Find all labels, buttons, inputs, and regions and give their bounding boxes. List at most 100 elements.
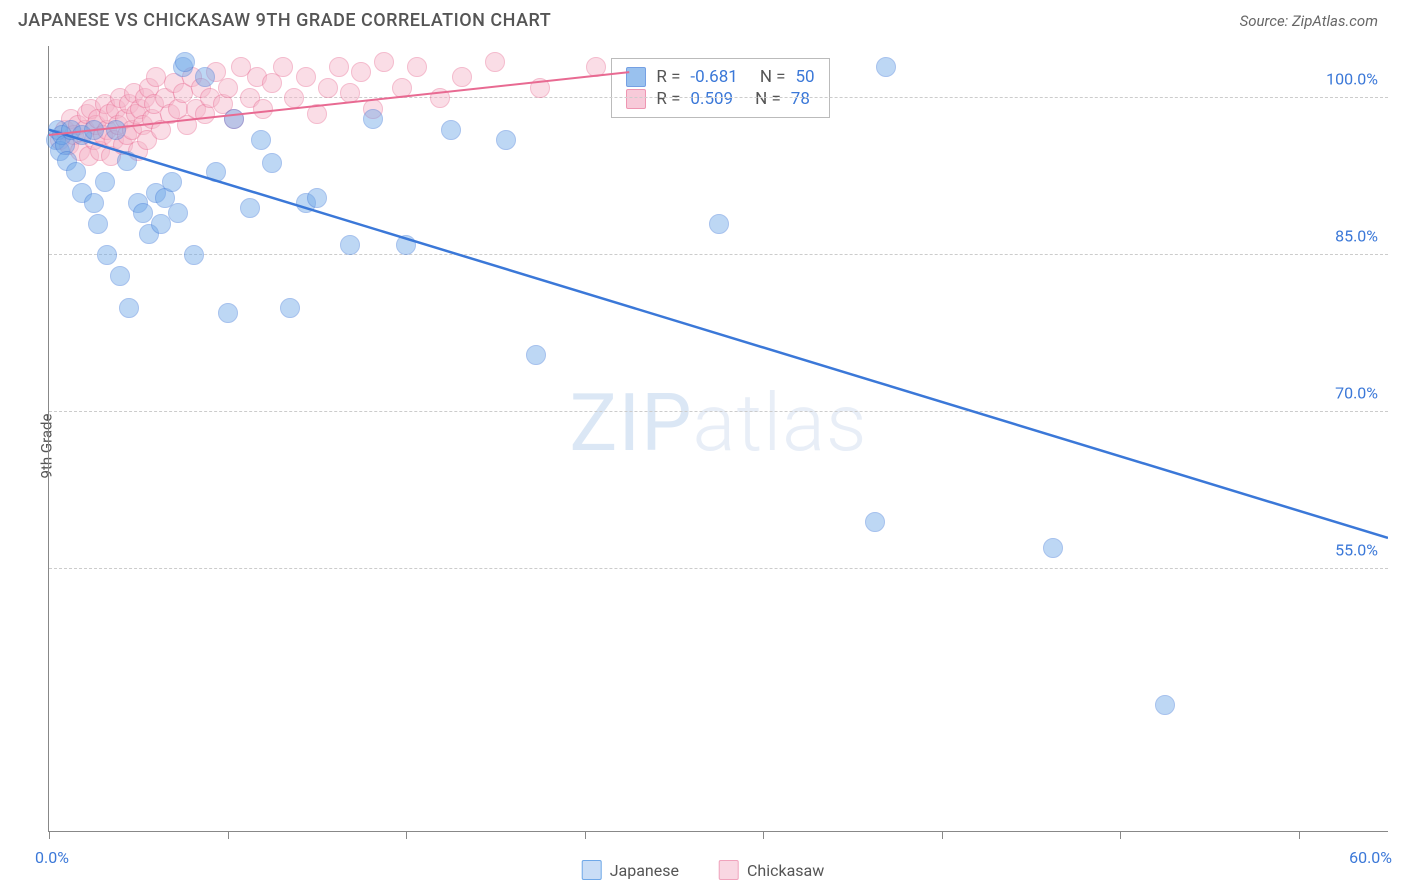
scatter-point bbox=[175, 52, 195, 72]
stat-r-value: 0.509 bbox=[690, 89, 733, 109]
scatter-point bbox=[452, 67, 472, 87]
x-tick bbox=[585, 831, 586, 839]
scatter-point bbox=[1043, 538, 1063, 558]
gridline bbox=[49, 411, 1388, 412]
x-tick bbox=[406, 831, 407, 839]
scatter-point bbox=[273, 57, 293, 77]
scatter-point bbox=[133, 203, 153, 223]
scatter-point bbox=[318, 78, 338, 98]
legend-item: Japanese bbox=[582, 860, 679, 880]
scatter-point bbox=[280, 298, 300, 318]
watermark: ZIPatlas bbox=[569, 376, 867, 470]
legend-swatch bbox=[719, 860, 739, 880]
scatter-point bbox=[88, 214, 108, 234]
gridline bbox=[49, 254, 1388, 255]
scatter-point bbox=[117, 151, 137, 171]
trend-overlay bbox=[49, 46, 1388, 831]
scatter-point bbox=[709, 214, 729, 234]
scatter-point bbox=[430, 88, 450, 108]
legend-swatch bbox=[626, 67, 646, 87]
legend-label: Japanese bbox=[610, 861, 679, 880]
scatter-point bbox=[162, 172, 182, 192]
y-tick-label: 100.0% bbox=[1326, 70, 1378, 89]
scatter-point bbox=[307, 104, 327, 124]
scatter-point bbox=[441, 120, 461, 140]
scatter-point bbox=[224, 109, 244, 129]
x-tick bbox=[942, 831, 943, 839]
gridline bbox=[49, 568, 1388, 569]
legend-swatch bbox=[626, 89, 646, 109]
scatter-point bbox=[195, 67, 215, 87]
scatter-point bbox=[296, 67, 316, 87]
scatter-point bbox=[151, 214, 171, 234]
legend-label: Chickasaw bbox=[747, 861, 824, 880]
y-tick-label: 55.0% bbox=[1335, 541, 1378, 560]
scatter-point bbox=[184, 245, 204, 265]
scatter-point bbox=[206, 162, 226, 182]
scatter-point bbox=[586, 57, 606, 77]
scatter-point bbox=[340, 235, 360, 255]
scatter-point bbox=[865, 512, 885, 532]
scatter-point bbox=[146, 67, 166, 87]
scatter-point bbox=[84, 193, 104, 213]
watermark-bold: ZIP bbox=[569, 376, 692, 470]
stat-r-label: R = bbox=[656, 67, 680, 87]
x-min-label: 0.0% bbox=[35, 848, 69, 867]
scatter-point bbox=[496, 130, 516, 150]
x-tick bbox=[228, 831, 229, 839]
x-max-label: 60.0% bbox=[1349, 848, 1392, 867]
chart-title: JAPANESE VS CHICKASAW 9TH GRADE CORRELAT… bbox=[18, 10, 551, 31]
correlation-stats-box: R = -0.681 N = 50 R = 0.509 N = 78 bbox=[611, 58, 829, 118]
scatter-point bbox=[110, 266, 130, 286]
scatter-point bbox=[119, 298, 139, 318]
scatter-point bbox=[340, 83, 360, 103]
scatter-point bbox=[97, 245, 117, 265]
scatter-point bbox=[363, 109, 383, 129]
stat-n-value: 78 bbox=[791, 89, 810, 109]
stats-row: R = 0.509 N = 78 bbox=[626, 89, 814, 109]
stats-row: R = -0.681 N = 50 bbox=[626, 67, 814, 87]
y-tick-label: 70.0% bbox=[1335, 384, 1378, 403]
scatter-point bbox=[876, 57, 896, 77]
scatter-point bbox=[95, 172, 115, 192]
scatter-point bbox=[253, 99, 273, 119]
trend-line bbox=[49, 130, 1388, 538]
scatter-point bbox=[392, 78, 412, 98]
scatter-point bbox=[485, 52, 505, 72]
x-tick bbox=[763, 831, 764, 839]
legend-item: Chickasaw bbox=[719, 860, 824, 880]
scatter-point bbox=[240, 198, 260, 218]
source-label: Source: ZipAtlas.com bbox=[1240, 12, 1378, 30]
stat-r-value: -0.681 bbox=[690, 67, 737, 87]
stat-n-label: N = bbox=[760, 67, 786, 87]
scatter-point bbox=[218, 78, 238, 98]
scatter-point bbox=[526, 345, 546, 365]
stat-n-value: 50 bbox=[796, 67, 815, 87]
scatter-point bbox=[66, 162, 86, 182]
scatter-point bbox=[374, 52, 394, 72]
watermark-light: atlas bbox=[693, 376, 868, 470]
scatter-point bbox=[284, 88, 304, 108]
scatter-point bbox=[396, 235, 416, 255]
scatter-point bbox=[351, 62, 371, 82]
scatter-point bbox=[407, 57, 427, 77]
scatter-point bbox=[329, 57, 349, 77]
scatter-point bbox=[84, 120, 104, 140]
x-tick bbox=[49, 831, 50, 839]
scatter-point bbox=[262, 153, 282, 173]
scatter-point bbox=[530, 78, 550, 98]
chart-plot-area: ZIPatlas R = -0.681 N = 50 R = 0.509 N = 78… bbox=[48, 46, 1388, 832]
scatter-point bbox=[218, 303, 238, 323]
legend-swatch bbox=[582, 860, 602, 880]
stat-n-label: N = bbox=[755, 89, 781, 109]
scatter-point bbox=[168, 203, 188, 223]
x-tick bbox=[1120, 831, 1121, 839]
stat-r-label: R = bbox=[656, 89, 680, 109]
x-tick bbox=[1299, 831, 1300, 839]
scatter-point bbox=[1155, 695, 1175, 715]
scatter-point bbox=[307, 188, 327, 208]
x-axis-legend: Japanese Chickasaw bbox=[582, 860, 825, 880]
scatter-point bbox=[251, 130, 271, 150]
y-tick-label: 85.0% bbox=[1335, 227, 1378, 246]
scatter-point bbox=[106, 120, 126, 140]
